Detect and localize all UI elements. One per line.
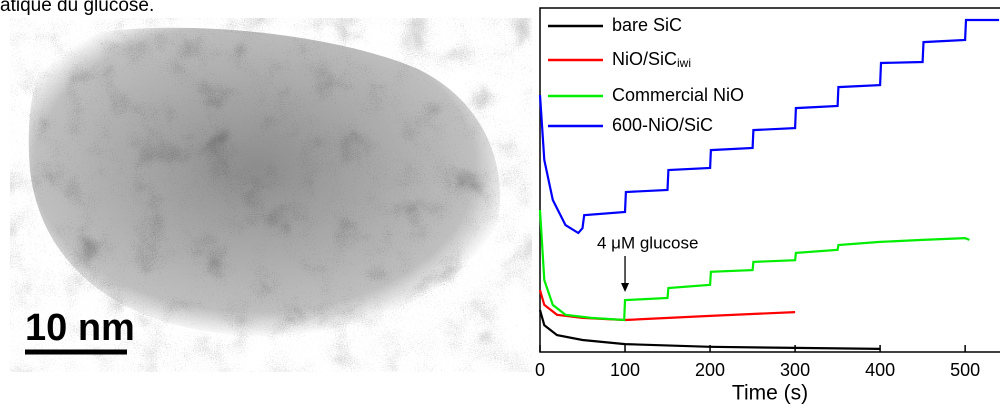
annotation-arrowhead	[621, 283, 630, 292]
x-tick-label: 200	[695, 360, 725, 380]
legend-label: NiO/SiCiwi	[612, 49, 691, 70]
plot-frame	[539, 7, 1000, 353]
x-tick-label: 500	[950, 360, 980, 380]
legend-label-text: 600-NiO/SiC	[612, 115, 713, 135]
legend-label: Commercial NiO	[612, 85, 744, 105]
x-tick-label: 0	[535, 360, 545, 380]
legend-label-text: NiO/SiC	[612, 49, 677, 69]
legend-label-text: Commercial NiO	[612, 85, 744, 105]
x-tick-label: 100	[610, 360, 640, 380]
legend-label: bare SiC	[612, 15, 682, 35]
series-line	[538, 18, 1000, 235]
x-axis-label: Time (s)	[732, 382, 808, 405]
series-line	[538, 309, 881, 350]
x-tick-label: 400	[865, 360, 895, 380]
caption-fragment: atique du glucose.	[0, 0, 154, 16]
legend-label: 600-NiO/SiC	[612, 115, 713, 135]
series-line	[538, 209, 970, 322]
legend-label-text: bare SiC	[612, 15, 682, 35]
tem-image: 10 nm	[10, 18, 532, 372]
x-tick-label: 300	[780, 360, 810, 380]
legend-label-subscript: iwi	[677, 56, 691, 70]
plot	[539, 7, 1000, 353]
annotation: 4 μM glucose	[597, 233, 698, 252]
scale-bar-label: 10 nm	[25, 307, 135, 349]
tem-particle	[28, 27, 500, 338]
